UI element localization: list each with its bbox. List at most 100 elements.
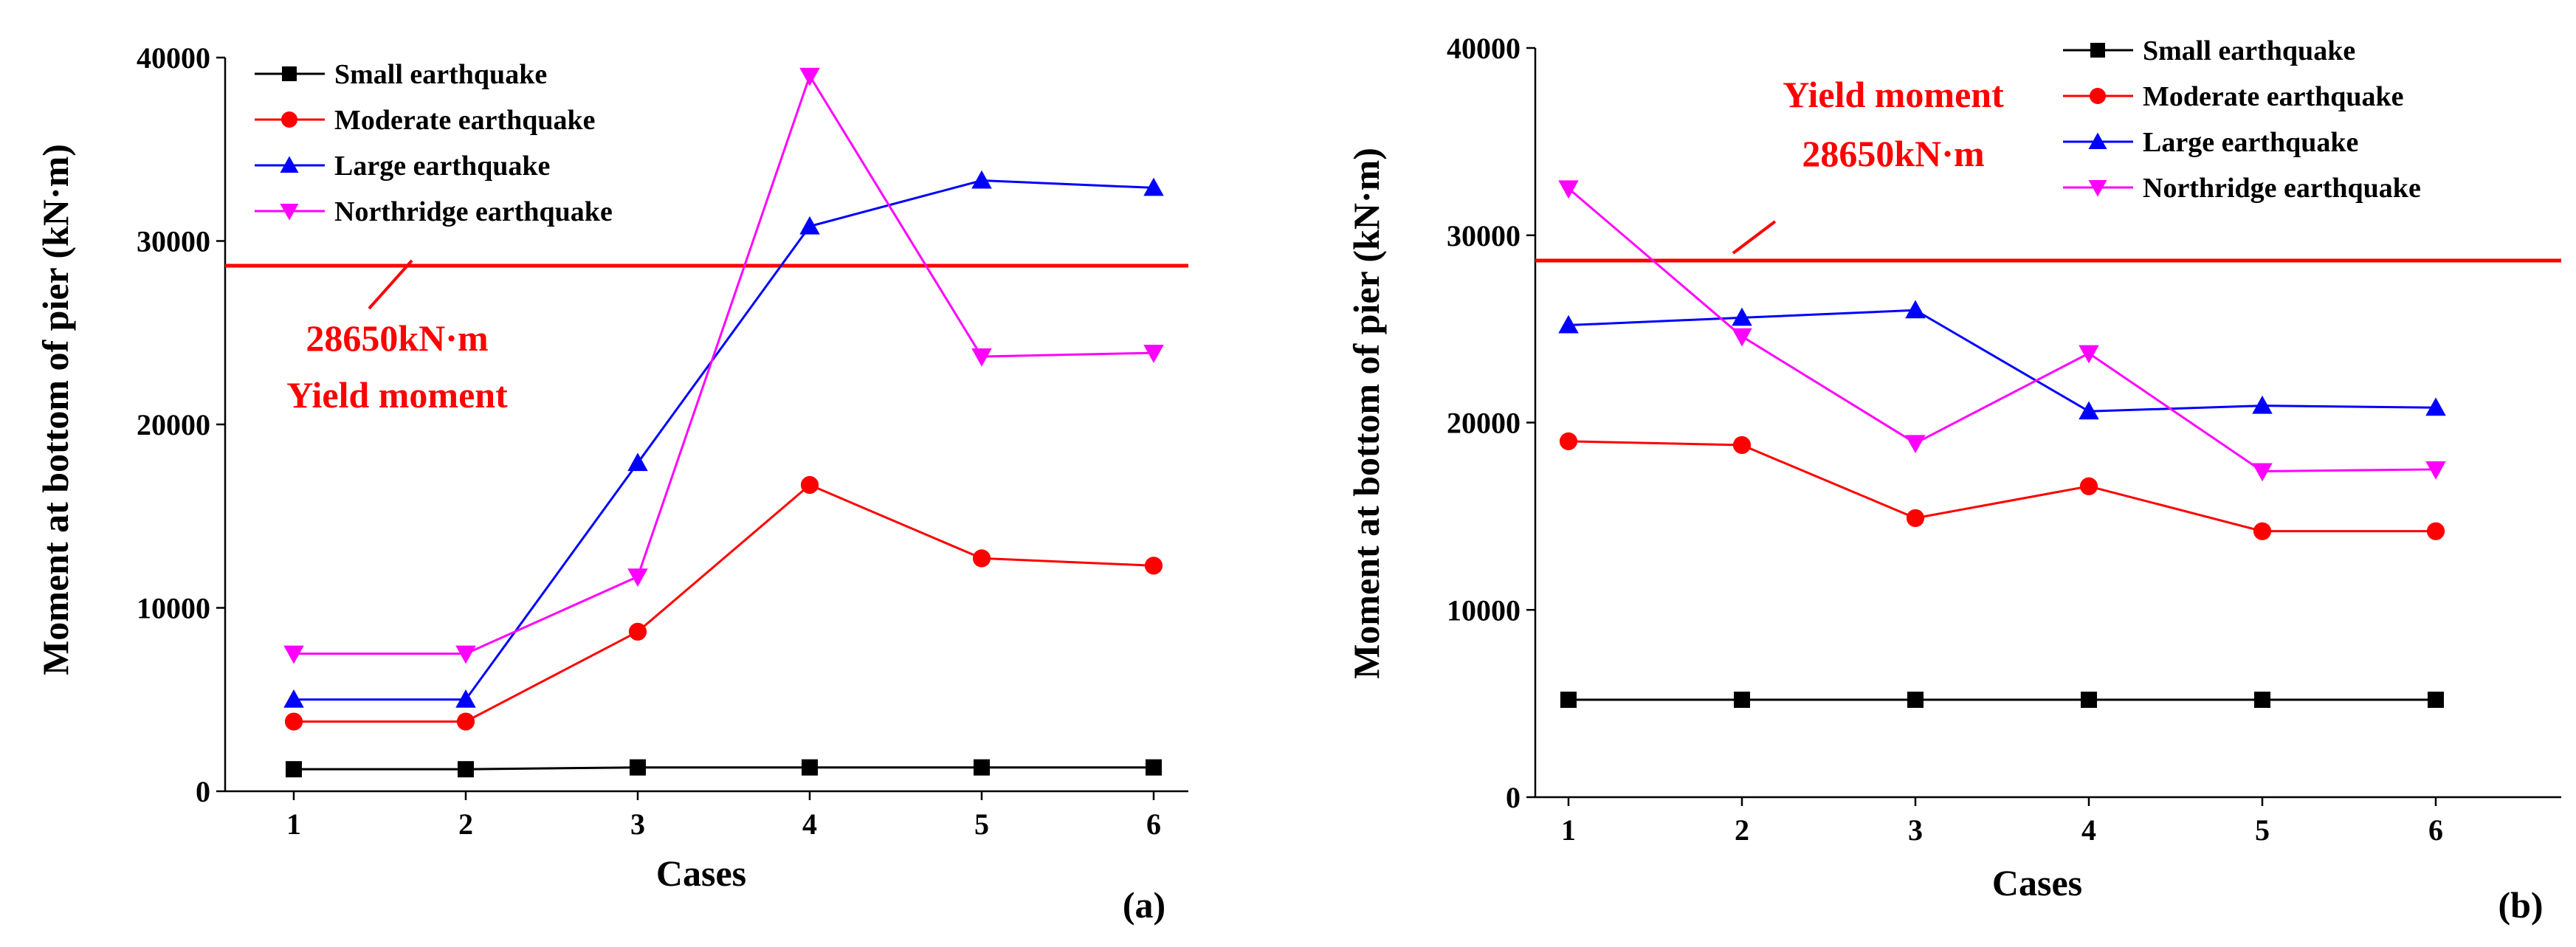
b-legend-label-large: Large earthquake bbox=[2143, 127, 2358, 158]
b-point-moderate-2 bbox=[1732, 435, 1752, 455]
b-point-small-3 bbox=[1907, 692, 1924, 709]
b-legend-marker-northridge bbox=[2088, 180, 2107, 197]
panel-b-yield-name: Yield moment bbox=[1783, 74, 2004, 115]
panel-b-yield-value: 28650kN·m bbox=[1802, 133, 1984, 174]
b-series-line-northridge bbox=[1568, 187, 2436, 472]
a-point-northridge-2 bbox=[455, 645, 476, 664]
a-point-large-5 bbox=[971, 170, 992, 189]
x-tick-label: 1 bbox=[1561, 813, 1576, 847]
panel-b-legend: Small earthquake Moderate earthquake Large… bbox=[2063, 35, 2421, 204]
b-legend-label-moderate: Moderate earthquake bbox=[2143, 81, 2404, 112]
b-point-small-4 bbox=[2081, 692, 2097, 709]
panel-b-xlabel: Cases bbox=[1992, 862, 2082, 903]
panel-a-series bbox=[283, 67, 1164, 778]
a-point-moderate-1 bbox=[284, 712, 303, 731]
b-point-large-1 bbox=[1558, 314, 1579, 334]
b-point-small-5 bbox=[2254, 692, 2270, 709]
a-legend-label-moderate: Moderate earthquake bbox=[334, 105, 596, 136]
a-series-line-moderate bbox=[294, 483, 1154, 723]
a-point-small-2 bbox=[458, 761, 474, 778]
panel-b-series bbox=[1558, 180, 2446, 709]
panel-a-yield-name: Yield moment bbox=[286, 374, 508, 416]
panel-a-label: (a) bbox=[1123, 884, 1165, 926]
a-legend-marker-large bbox=[280, 156, 299, 173]
panel-a-yield-leader bbox=[368, 259, 413, 310]
x-tick-label: 5 bbox=[2255, 813, 2270, 847]
b-point-small-6 bbox=[2428, 692, 2444, 709]
a-point-northridge-6 bbox=[1143, 345, 1164, 363]
b-point-moderate-4 bbox=[2079, 477, 2098, 495]
panel-b-x-ticks: 1 2 3 4 5 6 bbox=[1561, 797, 2443, 847]
a-point-moderate-3 bbox=[628, 622, 647, 641]
y-tick-label: 30000 bbox=[1447, 219, 1521, 252]
b-point-large-2 bbox=[1732, 307, 1752, 326]
a-point-northridge-5 bbox=[971, 348, 992, 367]
b-series-line-moderate bbox=[1568, 440, 2436, 533]
b-point-small-2 bbox=[1734, 692, 1750, 709]
b-point-moderate-5 bbox=[2253, 522, 2272, 540]
y-tick-label: 20000 bbox=[137, 408, 210, 441]
panel-b-label: (b) bbox=[2498, 884, 2543, 926]
a-legend-marker-small bbox=[282, 66, 297, 81]
a-legend-marker-moderate bbox=[281, 111, 297, 128]
a-legend-label-small: Small earthquake bbox=[334, 59, 547, 90]
b-series-line-large bbox=[1568, 309, 2436, 413]
x-tick-label: 2 bbox=[458, 807, 473, 841]
a-point-large-3 bbox=[627, 452, 648, 472]
panel-b-y-ticks: 0 10000 20000 30000 40000 bbox=[1447, 32, 1535, 814]
panel-b-yield-leader bbox=[1732, 220, 1777, 255]
a-point-small-1 bbox=[286, 761, 302, 778]
panel-a-x-ticks: 1 2 3 4 5 6 bbox=[286, 791, 1161, 841]
panel-a-legend: Small earthquake Moderate earthquake Large… bbox=[255, 59, 613, 227]
b-legend-label-northridge: Northridge earthquake bbox=[2143, 173, 2421, 204]
a-legend-label-northridge: Northridge earthquake bbox=[334, 196, 613, 227]
a-point-small-3 bbox=[630, 759, 646, 776]
b-point-large-4 bbox=[2079, 401, 2099, 420]
panel-b-ylabel: Moment at bottom of pier (kN·m) bbox=[1346, 148, 1387, 679]
a-series-line-small bbox=[294, 766, 1154, 771]
x-tick-label: 4 bbox=[2081, 813, 2096, 847]
a-point-large-4 bbox=[799, 216, 820, 235]
b-point-northridge-4 bbox=[2079, 345, 2099, 364]
a-legend-marker-northridge bbox=[280, 204, 299, 221]
b-point-northridge-2 bbox=[1732, 328, 1752, 347]
a-point-small-4 bbox=[802, 759, 818, 776]
panel-a-ylabel: Moment at bottom of pier (kN·m) bbox=[35, 144, 76, 675]
x-tick-label: 3 bbox=[630, 807, 645, 841]
b-point-northridge-3 bbox=[1905, 435, 1926, 454]
panel-b: Moment at bottom of pier (kN·m) 01000020… bbox=[1346, 32, 2561, 926]
panel-a-yield-value: 28650kN·m bbox=[306, 317, 488, 359]
a-point-moderate-6 bbox=[1144, 557, 1163, 575]
y-tick-label: 40000 bbox=[137, 41, 210, 75]
a-point-large-1 bbox=[283, 689, 304, 708]
y-tick-label: 30000 bbox=[137, 225, 210, 258]
b-legend-label-small: Small earthquake bbox=[2143, 35, 2355, 66]
x-tick-label: 1 bbox=[286, 807, 301, 841]
y-tick-label: 20000 bbox=[1447, 407, 1521, 440]
panel-a: Moment at bottom of pier (kN·m) 01000020… bbox=[35, 41, 1188, 926]
x-tick-label: 4 bbox=[802, 807, 817, 841]
a-point-moderate-5 bbox=[972, 549, 991, 568]
panel-a-xlabel: Cases bbox=[656, 853, 746, 894]
x-tick-label: 3 bbox=[1908, 813, 1923, 847]
b-point-moderate-3 bbox=[1906, 509, 1925, 528]
b-point-moderate-6 bbox=[2426, 522, 2445, 540]
b-point-northridge-1 bbox=[1558, 180, 1579, 199]
a-point-northridge-4 bbox=[799, 67, 820, 86]
b-point-northridge-6 bbox=[2425, 461, 2446, 480]
y-tick-label: 40000 bbox=[1447, 32, 1521, 65]
b-legend-marker-moderate bbox=[2090, 88, 2106, 104]
a-point-moderate-4 bbox=[800, 475, 819, 495]
panel-a-y-ticks: 0 10000 20000 30000 40000 bbox=[137, 41, 225, 808]
b-legend-marker-small bbox=[2090, 43, 2105, 58]
a-point-moderate-2 bbox=[456, 712, 475, 731]
b-point-large-6 bbox=[2425, 397, 2446, 416]
b-point-large-3 bbox=[1905, 300, 1926, 319]
b-point-small-1 bbox=[1560, 692, 1577, 709]
a-point-large-2 bbox=[455, 689, 476, 708]
b-legend-marker-large bbox=[2088, 132, 2107, 149]
a-point-small-6 bbox=[1146, 759, 1162, 776]
a-legend-label-large: Large earthquake bbox=[334, 151, 550, 182]
a-series-line-large bbox=[294, 179, 1154, 701]
